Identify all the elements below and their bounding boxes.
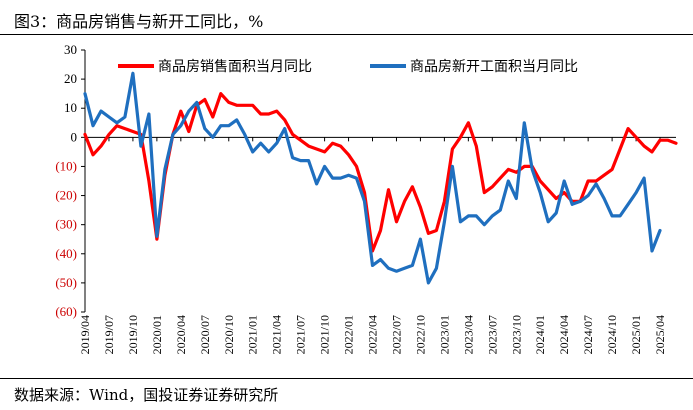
source-divider [0, 378, 693, 379]
x-tick-label: 2022/04 [366, 315, 380, 354]
legend-label-starts: 商品房新开工面积当月同比 [410, 59, 578, 75]
x-tick-label: 2022/01 [342, 315, 356, 354]
x-tick-label: 2021/01 [246, 315, 260, 354]
x-tick-label: 2024/10 [605, 315, 619, 354]
x-tick-label: 2020/04 [174, 315, 188, 354]
x-tick-label: 2023/10 [509, 315, 523, 354]
source-note: 数据来源：Wind，国投证券证券研究所 [14, 386, 279, 404]
y-tick-label: (30) [55, 217, 77, 232]
x-tick-label: 2024/01 [533, 315, 547, 354]
x-tick-label: 2021/04 [270, 315, 284, 354]
x-tick-label: 2025/04 [653, 315, 667, 354]
x-tick-label: 2022/10 [413, 315, 427, 354]
y-tick-label: (40) [55, 246, 77, 261]
x-tick-label: 2021/10 [318, 315, 332, 354]
x-tick-label: 2020/01 [150, 315, 164, 354]
x-tick-label: 2023/04 [461, 315, 475, 354]
y-tick-label: 10 [64, 100, 77, 115]
title-divider [0, 34, 693, 35]
x-tick-label: 2023/01 [437, 315, 451, 354]
y-tick-label: 0 [71, 129, 78, 144]
axes: 30 20 10 0 (10) (20) (30) (40) (50) (60)2019/04 20… [55, 42, 676, 354]
starts-series-line [83, 71, 662, 285]
y-tick-label: (20) [55, 188, 77, 203]
x-tick-label: 2019/04 [78, 315, 92, 354]
sales-series-line [83, 92, 678, 253]
x-tick-label: 2024/07 [581, 315, 595, 354]
legend-label-sales: 商品房销售面积当月同比 [158, 59, 312, 75]
x-tick-label: 2021/07 [294, 315, 308, 354]
x-tick-label: 2020/10 [222, 315, 236, 354]
x-tick-label: 2019/07 [102, 315, 116, 354]
y-tick-label: 20 [64, 71, 77, 86]
x-tick-label: 2024/04 [557, 315, 571, 354]
chart-title: 图3：商品房销售与新开工同比，% [14, 12, 264, 31]
x-tick-label: 2025/01 [629, 315, 643, 354]
x-tick-label: 2022/07 [389, 315, 403, 354]
x-tick-label: 2023/07 [485, 315, 499, 354]
legend: 商品房销售面积当月同比 商品房新开工面积当月同比 [118, 59, 578, 75]
y-tick-label: 30 [64, 42, 77, 57]
y-tick-label: (50) [55, 275, 77, 290]
x-tick-label: 2019/10 [126, 315, 140, 354]
x-tick-label: 2020/07 [198, 315, 212, 354]
chart-plot: 30 20 10 0 (10) (20) (30) (40) (50) (60)2019/04 20… [55, 42, 678, 354]
series-layer [83, 71, 678, 285]
y-tick-label: (10) [55, 158, 77, 173]
y-tick-label: (60) [55, 304, 77, 319]
